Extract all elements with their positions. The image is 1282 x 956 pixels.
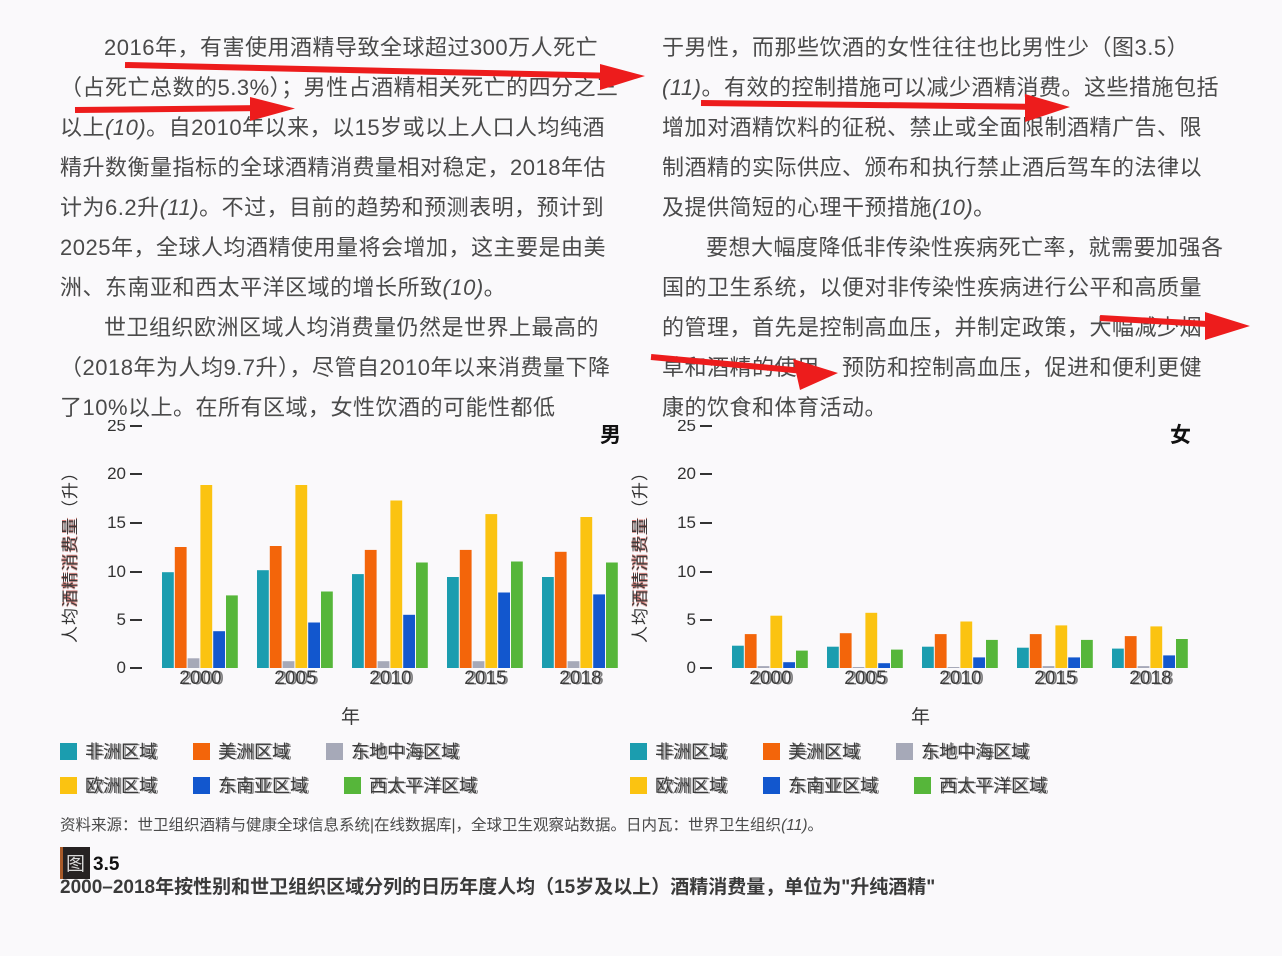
svg-text:15: 15	[677, 513, 696, 532]
svg-text:25: 25	[107, 420, 126, 435]
svg-text:25: 25	[677, 420, 696, 435]
svg-text:20: 20	[677, 464, 696, 483]
svg-text:10: 10	[677, 562, 696, 581]
svg-text:5: 5	[117, 610, 126, 629]
svg-text:20: 20	[107, 464, 126, 483]
svg-text:5: 5	[687, 610, 696, 629]
svg-text:15: 15	[107, 513, 126, 532]
svg-text:10: 10	[107, 562, 126, 581]
